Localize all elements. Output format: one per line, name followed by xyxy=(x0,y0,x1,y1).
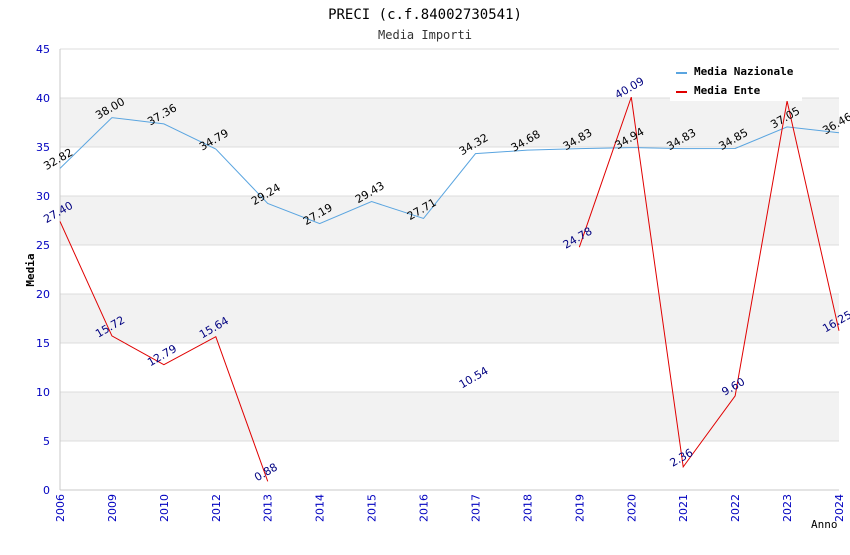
x-tick-label: 2009 xyxy=(106,494,119,522)
y-tick-labels: 0 5 10 15 20 25 30 35 40 45 xyxy=(36,43,50,497)
media-nazionale-line xyxy=(59,117,840,225)
series-lines xyxy=(59,96,840,482)
x-tick-label: 2021 xyxy=(677,494,690,522)
y-tick-label: 10 xyxy=(36,386,50,399)
y-tick-label: 20 xyxy=(36,288,50,301)
x-tick-label: 2006 xyxy=(54,494,67,522)
x-tick-label: 2019 xyxy=(573,494,586,522)
plot-band xyxy=(60,196,839,245)
x-tick-label: 2015 xyxy=(366,494,379,522)
x-tick-label: 2018 xyxy=(521,494,534,522)
x-tick-label: 2014 xyxy=(314,494,327,522)
plot-band xyxy=(60,392,839,441)
y-tick-label: 30 xyxy=(36,190,50,203)
x-axis-label: Anno xyxy=(811,518,838,531)
y-tick-label: 15 xyxy=(36,337,50,350)
x-tick-label: 2013 xyxy=(262,494,275,522)
x-tick-label: 2020 xyxy=(625,494,638,522)
plot-band xyxy=(60,98,839,147)
x-tick-label: 2024 xyxy=(833,494,846,522)
media-ente-data-label: 10.54 xyxy=(457,364,491,391)
plot-band xyxy=(60,294,839,343)
x-tick-labels: 2006 2009 2010 2012 2013 2014 2015 2016 2017 2018… xyxy=(54,494,846,522)
axes xyxy=(59,49,839,491)
media-ente-data-label: 12.79 xyxy=(145,342,179,369)
chart-title: PRECI (c.f.84002730541) xyxy=(328,7,522,23)
y-axis-label: Media xyxy=(24,253,37,286)
x-tick-label: 2010 xyxy=(158,494,171,522)
legend-label-media-ente: Media Ente xyxy=(694,84,761,97)
x-tick-label: 2016 xyxy=(418,494,431,522)
plot-bands xyxy=(60,98,839,441)
legend-background xyxy=(670,61,802,101)
y-tick-label: 45 xyxy=(36,43,50,56)
y-tick-label: 25 xyxy=(36,239,50,252)
legend-label-media-nazionale: Media Nazionale xyxy=(694,65,794,78)
x-tick-label: 2012 xyxy=(210,494,223,522)
x-tick-label: 2017 xyxy=(469,494,482,522)
y-tick-label: 35 xyxy=(36,141,50,154)
media-ente-line xyxy=(59,221,269,482)
media-ente-data-label: 0.88 xyxy=(252,461,280,485)
legend: Media Nazionale Media Ente xyxy=(670,61,802,101)
y-tick-label: 40 xyxy=(36,92,50,105)
chart-subtitle: Media Importi xyxy=(378,28,472,42)
x-tick-label: 2023 xyxy=(781,494,794,522)
media-ente-data-label: 2.36 xyxy=(668,446,696,470)
x-tick-label: 2022 xyxy=(729,494,742,522)
y-tick-label: 0 xyxy=(43,484,50,497)
y-tick-label: 5 xyxy=(43,435,50,448)
media-ente-line xyxy=(578,96,840,469)
